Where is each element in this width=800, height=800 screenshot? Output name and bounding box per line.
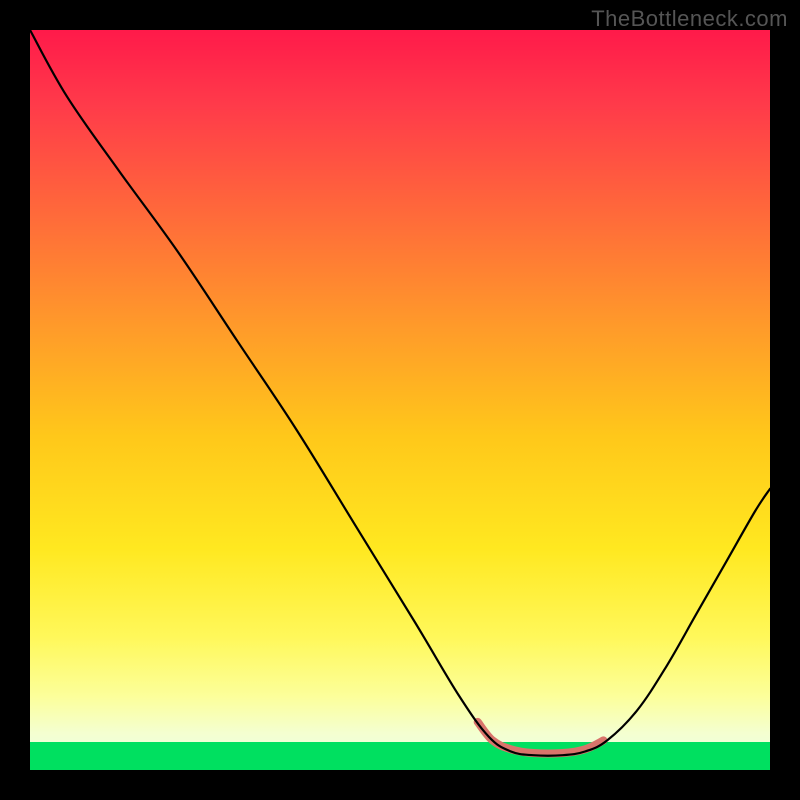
curve-overlay xyxy=(30,30,770,770)
plot-area xyxy=(30,30,770,770)
watermark-text: TheBottleneck.com xyxy=(591,6,788,32)
trough-marker-path xyxy=(478,722,604,754)
chart-canvas: TheBottleneck.com xyxy=(0,0,800,800)
bottleneck-curve xyxy=(30,30,770,756)
